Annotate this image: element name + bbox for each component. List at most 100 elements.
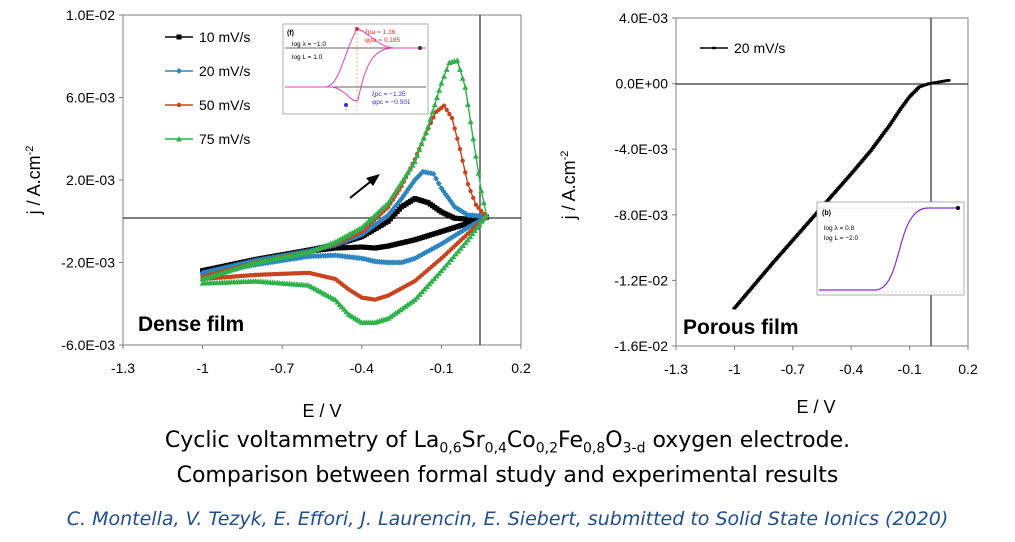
- y-tick-label: -1.6E-02: [614, 338, 668, 354]
- data-point: [882, 131, 887, 134]
- y-tick-label: 6.0E-03: [66, 90, 115, 106]
- data-point: [402, 173, 409, 179]
- data-point: [881, 132, 886, 136]
- x-tick-label: 0.2: [958, 361, 978, 377]
- data-point: [732, 307, 737, 310]
- data-point: [430, 170, 437, 177]
- inset-label: (f): [287, 30, 294, 37]
- data-point: [426, 280, 433, 287]
- data-point: [465, 181, 471, 187]
- data-point: [792, 237, 797, 240]
- data-point: [783, 247, 788, 251]
- data-point: [750, 286, 755, 289]
- data-point: [813, 212, 818, 216]
- data-point: [857, 163, 862, 166]
- data-point: [905, 98, 910, 102]
- data-point: [475, 170, 482, 176]
- data-point: [860, 159, 865, 162]
- data-point: [946, 79, 951, 82]
- caption-line-2: Comparison between formal study and expe…: [176, 463, 839, 488]
- inset-peak-lower-1: ξpc = −1.35: [372, 91, 406, 98]
- data-point: [438, 80, 445, 86]
- data-point: [840, 181, 845, 185]
- data-point: [449, 115, 455, 121]
- data-point: [793, 235, 798, 239]
- data-point: [846, 175, 851, 178]
- x-tick-label: -1: [728, 361, 741, 377]
- data-point: [844, 177, 849, 181]
- inset-label: (b): [822, 210, 831, 217]
- legend-marker: [176, 68, 182, 74]
- data-point: [464, 101, 471, 107]
- inset-param-2: log L = −2.0: [824, 235, 858, 242]
- data-point: [862, 156, 867, 159]
- data-point: [744, 293, 749, 296]
- data-point: [850, 171, 855, 174]
- data-point: [825, 199, 830, 202]
- data-point: [747, 288, 752, 292]
- data-point: [404, 169, 411, 176]
- data-point: [468, 188, 473, 194]
- data-point: [798, 230, 803, 233]
- data-point: [427, 116, 434, 122]
- data-point: [443, 66, 450, 72]
- data-point: [807, 219, 812, 222]
- data-point: [409, 162, 416, 168]
- data-point: [407, 165, 414, 172]
- data-point: [435, 270, 442, 276]
- data-point: [868, 149, 873, 153]
- data-point: [733, 305, 738, 309]
- y-tick-label: 4.0E-03: [619, 10, 668, 26]
- data-point: [436, 87, 443, 93]
- data-point: [483, 212, 490, 218]
- data-point: [748, 287, 753, 290]
- data-point: [903, 100, 908, 103]
- data-point: [864, 155, 869, 158]
- data-point: [880, 134, 885, 137]
- data-point: [896, 110, 901, 113]
- data-point: [431, 275, 438, 282]
- y-tick-label: -4.0E-03: [614, 141, 668, 157]
- porous-film-chart: 4.0E-03 0.0E+00 -4.0E-03 -8.0E-03 -1.2E-02 -1…: [560, 10, 978, 417]
- x-axis-label: E / V: [302, 401, 341, 421]
- inset-f: (f) log λ = −1.0 log L = 1.0 ξpa = 1.36 …: [282, 23, 429, 115]
- data-point: [786, 243, 791, 247]
- data-point: [781, 249, 786, 252]
- data-point: [872, 145, 877, 148]
- data-point: [445, 259, 452, 265]
- data-point: [886, 124, 891, 128]
- data-point: [803, 224, 808, 228]
- data-point: [906, 97, 911, 100]
- data-point: [772, 259, 777, 263]
- data-point: [912, 90, 917, 93]
- data-point: [478, 187, 485, 193]
- data-point: [859, 160, 864, 163]
- data-point: [851, 169, 856, 173]
- inset-param-1: log λ = 0.8: [824, 225, 855, 232]
- data-point: [790, 239, 795, 243]
- data-point: [889, 121, 894, 124]
- data-point: [480, 199, 487, 206]
- data-point: [796, 232, 801, 236]
- data-point: [450, 253, 457, 260]
- legend-label: 20 mV/s: [734, 40, 785, 56]
- data-point: [833, 190, 838, 193]
- data-point: [910, 93, 915, 96]
- data-point: [911, 91, 916, 95]
- data-point: [761, 272, 766, 275]
- data-point: [849, 172, 854, 175]
- data-point: [893, 116, 897, 119]
- data-point: [418, 140, 425, 147]
- data-point: [425, 123, 432, 129]
- data-point: [457, 245, 464, 251]
- caption-prefix: Cyclic voltammetry of: [164, 428, 414, 453]
- data-point: [884, 128, 889, 131]
- inset-b: (b) log λ = 0.8 log L = −2.0: [816, 201, 965, 296]
- data-point: [431, 115, 436, 120]
- data-point: [455, 248, 462, 254]
- plot-frame: [122, 14, 522, 346]
- data-point: [883, 129, 888, 132]
- data-point: [463, 170, 468, 175]
- data-point: [476, 205, 481, 211]
- legend-marker: [176, 34, 182, 40]
